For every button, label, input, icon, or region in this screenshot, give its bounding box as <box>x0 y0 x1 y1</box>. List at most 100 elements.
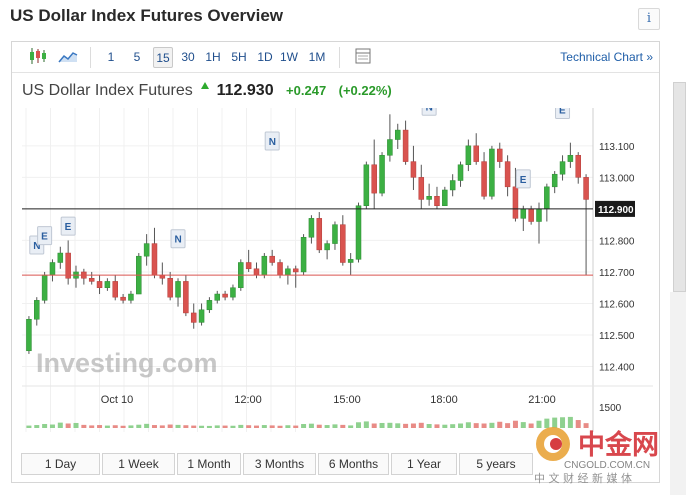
candle-down <box>512 167 519 222</box>
interval-1h[interactable]: 1H <box>205 50 221 64</box>
volume-bar-down <box>481 423 487 428</box>
candle-up <box>387 114 393 162</box>
volume-bar-down <box>222 425 228 428</box>
candle-up <box>175 278 181 307</box>
area-chart-icon[interactable] <box>56 47 80 68</box>
candle-body <box>559 161 566 175</box>
candle-body <box>504 161 511 188</box>
volume-bar-down <box>89 425 95 428</box>
candle-body <box>112 281 118 298</box>
event-marker-box <box>421 108 437 116</box>
event-marker-e[interactable]: E <box>555 108 571 119</box>
volume-bar-up <box>175 424 181 428</box>
volume-bar-up <box>230 425 236 428</box>
candle-down <box>183 275 189 317</box>
interval-1d[interactable]: 1D <box>257 50 273 64</box>
event-marker-box <box>555 108 571 119</box>
interval-1[interactable]: 1 <box>107 50 115 64</box>
volume-bar-up <box>363 421 369 428</box>
candle-body <box>536 208 542 222</box>
candle-up <box>73 265 79 288</box>
event-marker-label: N <box>426 108 433 113</box>
candle-body <box>387 139 393 156</box>
volume-bar-up <box>450 424 456 428</box>
quote-header: US Dollar Index Futures 112.930 +0.247 (… <box>22 82 392 104</box>
candle-body <box>442 189 448 206</box>
volume-bar-up <box>214 425 220 428</box>
interval-15[interactable]: 15 <box>153 47 173 68</box>
price-tick-label: 113.000 <box>599 173 635 184</box>
volume-bar-up <box>73 422 79 428</box>
volume-bar-up <box>379 422 385 428</box>
volume-bar-down <box>253 425 259 428</box>
candle-up <box>104 278 111 291</box>
volume-bar-up <box>57 422 63 428</box>
candle-up <box>457 161 464 187</box>
event-marker-n[interactable]: N <box>421 108 437 116</box>
candle-body <box>175 281 181 298</box>
candle-body <box>34 300 40 320</box>
range-3-months[interactable]: 3 Months <box>243 453 316 475</box>
interval-5[interactable]: 5 <box>133 50 141 64</box>
page-scrollbar[interactable] <box>670 82 686 292</box>
event-marker-label: E <box>520 175 527 186</box>
current-price-tag-bg <box>595 200 635 217</box>
candle-up <box>489 145 495 200</box>
interval-5h[interactable]: 5H <box>231 50 247 64</box>
volume-bar-down <box>81 424 87 428</box>
volume-bar-down <box>97 425 103 428</box>
event-marker-e[interactable]: E <box>60 216 76 236</box>
toolbar-divider <box>90 47 91 68</box>
candle-body <box>316 218 323 251</box>
technical-chart-link[interactable]: Technical Chart » <box>560 50 653 64</box>
candle-up <box>551 171 558 194</box>
range-1-day[interactable]: 1 Day <box>21 453 100 475</box>
candle-body <box>167 278 173 298</box>
candle-down <box>253 262 260 279</box>
volume-bar-up <box>285 425 291 428</box>
volume-bar-down <box>418 422 424 428</box>
price-tick-label: 112.500 <box>599 331 635 342</box>
range-5-years[interactable]: 5 years <box>459 453 533 475</box>
event-marker-e[interactable]: E <box>37 226 53 246</box>
interval-1w[interactable]: 1W <box>280 50 298 64</box>
volume-bar-down <box>403 423 409 428</box>
table-icon[interactable] <box>352 47 374 68</box>
candlestick-icon[interactable] <box>26 47 50 68</box>
candle-down <box>65 240 71 285</box>
candle-down <box>292 265 299 288</box>
event-marker-e[interactable]: E <box>515 169 531 189</box>
volume-bar-up <box>387 422 393 428</box>
candle-body <box>379 155 385 194</box>
range-1-year[interactable]: 1 Year <box>391 453 457 475</box>
event-marker-box <box>264 131 280 151</box>
interval-30[interactable]: 30 <box>181 50 195 64</box>
cngold-watermark-logo: 中金网 CNGOLD.COM.CN 中 文 财 经 新 媒 体 <box>534 427 659 485</box>
candle-body <box>26 318 32 352</box>
event-marker-n[interactable]: N <box>264 131 280 151</box>
range-1-month[interactable]: 1 Month <box>177 453 241 475</box>
info-button[interactable]: i <box>638 8 660 30</box>
price-chart[interactable]: Investing.com 113.100 113.000 112.900 112.80… <box>12 108 659 450</box>
candle-down <box>481 152 487 200</box>
candle-body <box>497 148 503 162</box>
candle-up <box>426 183 432 206</box>
chart-widget: Technical Chart » 1 5 15 30 1H 5H 1D 1W 1M US Do… <box>11 41 660 483</box>
candle-body <box>120 296 126 301</box>
price-tick-label: 112.700 <box>599 268 635 279</box>
volume-bar-up <box>489 422 495 428</box>
range-6-months[interactable]: 6 Months <box>318 453 389 475</box>
scrollbar-thumb[interactable] <box>673 82 686 292</box>
interval-1m[interactable]: 1M <box>308 50 326 64</box>
candle-up <box>26 316 32 354</box>
candle-down <box>190 303 197 329</box>
event-marker-n[interactable]: N <box>170 229 186 249</box>
candle-body <box>230 287 236 298</box>
candle-down <box>88 271 95 285</box>
candle-body <box>520 208 527 219</box>
candle-up <box>379 152 385 197</box>
chart-toolbar: Technical Chart » 1 5 15 30 1H 5H 1D 1W 1M <box>12 42 659 73</box>
scrollbar-track <box>670 292 686 495</box>
page-title: US Dollar Index Futures Overview <box>10 6 284 25</box>
range-1-week[interactable]: 1 Week <box>102 453 175 475</box>
